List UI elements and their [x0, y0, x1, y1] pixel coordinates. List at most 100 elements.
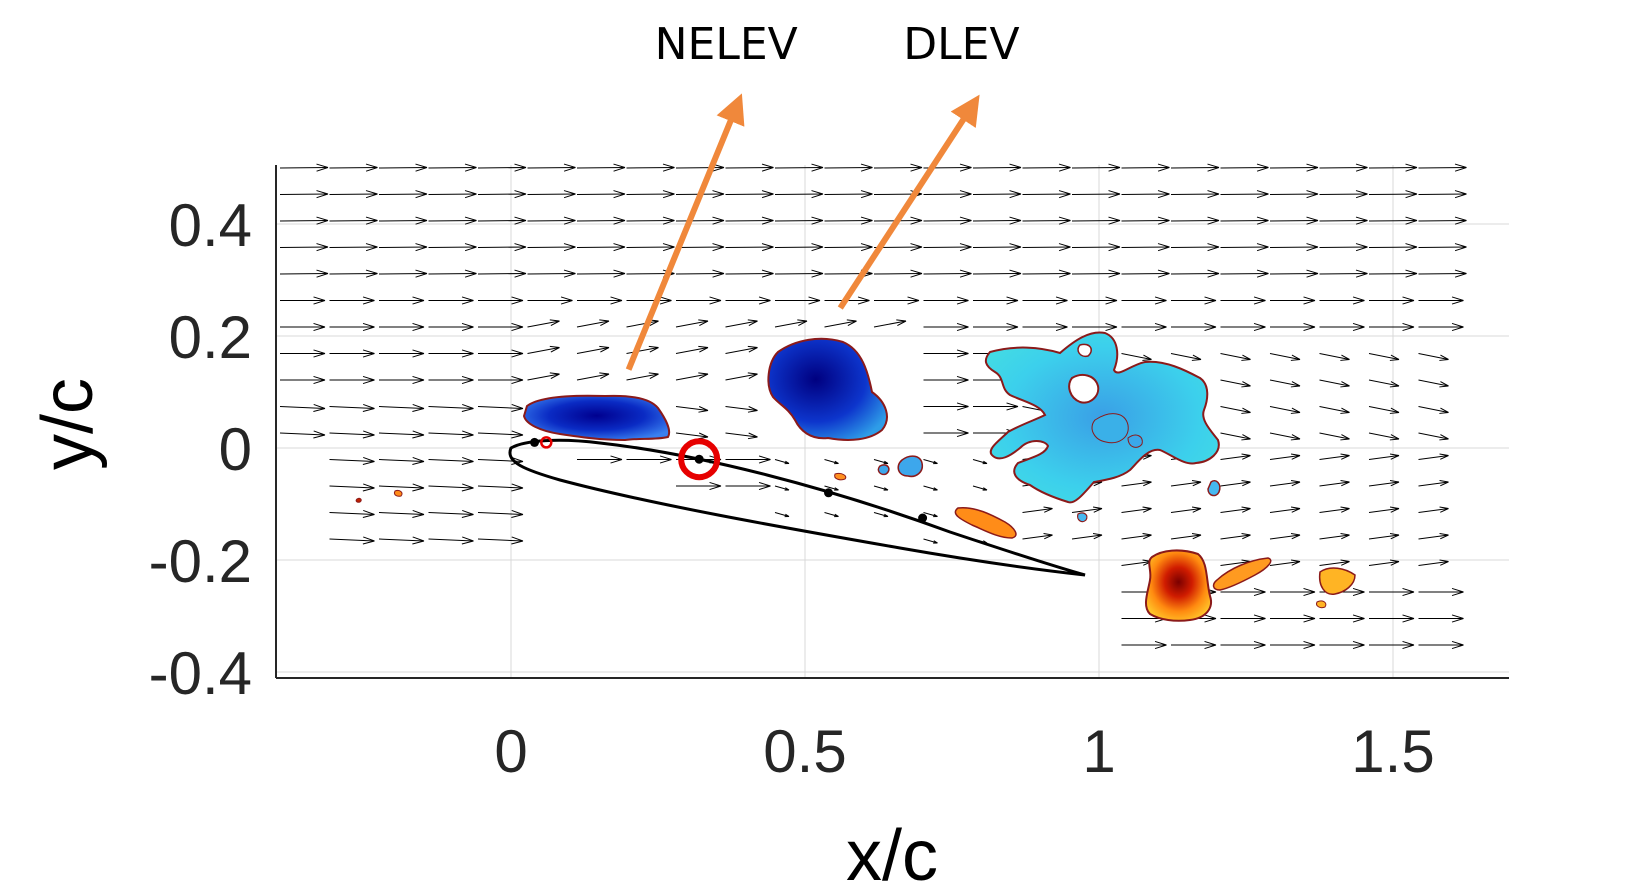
velocity-vector: [1121, 243, 1170, 252]
velocity-vector: [1220, 243, 1269, 252]
annotation-arrow: [837, 94, 980, 310]
velocity-vector: [1220, 587, 1266, 597]
velocity-vector: [1418, 614, 1464, 623]
velocity-vector: [873, 319, 907, 328]
velocity-vector: [478, 296, 524, 305]
velocity-vector: [279, 216, 329, 225]
velocity-vector: [774, 163, 824, 172]
velocity-vector: [1071, 532, 1103, 540]
velocity-vector: [329, 322, 375, 332]
velocity-vector: [923, 243, 972, 252]
velocity-vector: [1170, 269, 1220, 278]
velocity-vector: [1269, 432, 1301, 441]
small-positive-patches: [355, 473, 1356, 609]
velocity-vector: [824, 485, 839, 491]
velocity-vector: [1022, 322, 1068, 332]
velocity-vector: [1368, 406, 1400, 414]
velocity-vector: [378, 536, 425, 545]
velocity-vector: [1418, 559, 1449, 566]
velocity-vector: [923, 322, 969, 332]
velocity-vector: [329, 349, 375, 358]
velocity-vector: [1368, 190, 1418, 199]
velocity-vector: [1071, 269, 1121, 278]
velocity-vector: [1171, 322, 1217, 332]
velocity-vector: [774, 269, 824, 278]
velocity-vector: [477, 536, 524, 545]
velocity-vector: [725, 190, 774, 199]
velocity-vector: [1319, 432, 1350, 441]
velocity-vector: [329, 163, 378, 172]
velocity-vector: [973, 296, 1019, 305]
velocity-vector: [1071, 163, 1121, 172]
airfoil-markers: [530, 437, 928, 523]
velocity-vector: [329, 269, 378, 278]
velocity-vector: [1269, 406, 1301, 414]
velocity-vector: [774, 190, 824, 199]
velocity-vector: [1121, 559, 1152, 566]
velocity-vector: [527, 269, 576, 278]
velocity-vector: [477, 163, 527, 172]
x-tick-label: 1.5: [1351, 718, 1434, 785]
velocity-vector: [1170, 190, 1220, 199]
velocity-vector: [1072, 296, 1118, 305]
velocity-vector: [1319, 453, 1350, 460]
annotation-label: DLEV: [903, 19, 1019, 70]
velocity-vector: [1121, 479, 1152, 487]
airfoil: [508, 438, 1086, 577]
velocity-vector: [1319, 243, 1368, 252]
velocity-vector: [972, 243, 1022, 252]
velocity-vector: [1270, 587, 1316, 597]
velocity-vector: [923, 538, 938, 544]
vortex-region-shear-layer: [984, 331, 1220, 504]
velocity-vector: [824, 163, 873, 172]
velocity-vector: [725, 432, 758, 440]
velocity-vector: [428, 190, 477, 199]
velocity-vector: [774, 485, 790, 491]
velocity-vector: [428, 349, 474, 358]
velocity-vector: [1121, 322, 1167, 332]
velocity-vector: [626, 296, 672, 305]
velocity-vector: [279, 269, 329, 278]
velocity-vector: [329, 190, 378, 199]
velocity-vector: [1022, 506, 1053, 513]
airfoil-marker: [918, 513, 928, 523]
velocity-vector: [1319, 353, 1350, 361]
velocity-vector: [1220, 322, 1266, 332]
velocity-vector: [1170, 532, 1202, 540]
velocity-vector: [675, 406, 709, 413]
velocity-vector: [725, 296, 771, 305]
velocity-vector: [1170, 506, 1202, 513]
velocity-vector: [1220, 216, 1269, 225]
velocity-vector: [477, 243, 527, 252]
velocity-vector: [1418, 296, 1464, 305]
velocity-vector: [824, 459, 839, 465]
velocity-vector: [1121, 216, 1170, 225]
velocity-vector: [477, 430, 524, 439]
velocity-vector: [675, 345, 709, 354]
velocity-vector: [1418, 269, 1467, 278]
velocity-vector: [329, 483, 375, 492]
velocity-vector: [1368, 479, 1400, 487]
velocity-vector: [923, 349, 969, 358]
velocity-vector: [923, 375, 969, 385]
velocity-vector: [1121, 190, 1170, 199]
velocity-vector: [329, 243, 378, 252]
velocity-vector: [1319, 614, 1365, 623]
velocity-vector: [1269, 559, 1301, 566]
velocity-vector: [1220, 453, 1251, 460]
velocity-vector: [1022, 296, 1068, 305]
velocity-vector: [527, 372, 560, 381]
velocity-vector: [1220, 532, 1251, 540]
velocity-vector: [1269, 506, 1301, 513]
velocity-vector: [1369, 640, 1415, 650]
velocity-vector: [1270, 322, 1316, 332]
small-negative-patches: [877, 434, 1221, 523]
velocity-vector: [478, 322, 524, 332]
velocity-vector: [1368, 379, 1400, 388]
velocity-vector: [675, 372, 709, 381]
velocity-vector: [824, 190, 873, 199]
velocity-vector: [1170, 243, 1220, 252]
velocity-vector: [527, 243, 576, 252]
velocity-vector: [1269, 453, 1301, 460]
velocity-vector: [774, 216, 824, 225]
